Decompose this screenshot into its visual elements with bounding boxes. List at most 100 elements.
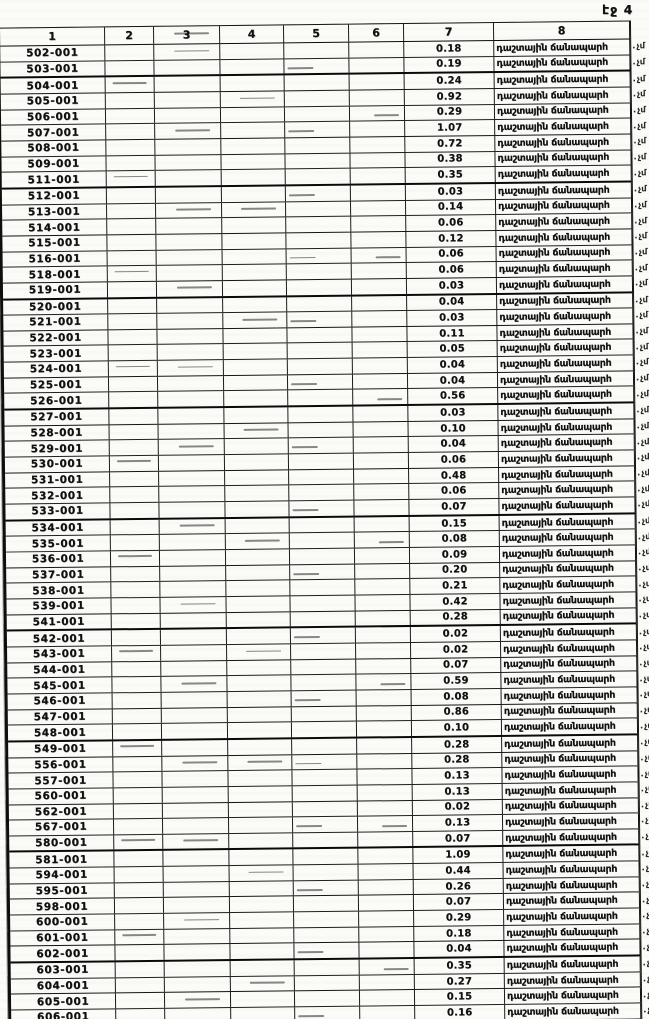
empty-cell-2 <box>108 313 158 330</box>
area-value-cell: 0.03 <box>406 277 498 294</box>
empty-cell-6 <box>351 278 408 295</box>
empty-cell-5 <box>287 358 353 375</box>
land-type-text: դաշտային ճանապարհ <box>502 610 615 623</box>
empty-cell-5 <box>286 263 352 280</box>
empty-cell-2 <box>113 803 163 819</box>
area-value-cell: 0.13 <box>412 783 503 800</box>
parcel-code-cell: 527-001 <box>4 409 110 426</box>
overflow-text: չմ <box>638 595 649 605</box>
empty-cell-6 <box>350 136 406 153</box>
overflow-text: չմ <box>638 548 649 558</box>
empty-cell-5 <box>284 42 350 59</box>
empty-cell-2 <box>115 945 165 961</box>
empty-cell-5 <box>292 754 358 770</box>
empty-cell-5 <box>285 153 351 169</box>
empty-cell-3 <box>155 186 222 203</box>
empty-cell-3 <box>164 913 231 929</box>
empty-cell-2 <box>107 234 157 250</box>
land-type-cell: դաշտային ճանապարհ չմ <box>498 419 649 436</box>
parcel-code-cell: 549-001 <box>8 741 114 758</box>
empty-cell-5 <box>285 168 351 185</box>
empty-cell-5 <box>288 422 354 438</box>
area-value-cell: 0.13 <box>412 815 504 831</box>
empty-cell-4 <box>226 596 291 612</box>
parcel-code-cell: 600-001 <box>10 914 116 931</box>
empty-cell-2 <box>110 502 160 519</box>
empty-cell-6 <box>351 216 407 232</box>
page-number-label: էջ 4 <box>602 2 634 17</box>
land-type-cell: դաշտային ճանապարհ չմ <box>503 892 649 910</box>
empty-cell-2 <box>108 376 159 392</box>
land-type-cell: դաշտային ճանապարհ չմ <box>501 671 649 688</box>
empty-cell-3 <box>157 328 224 345</box>
empty-cell-6 <box>352 358 408 374</box>
overflow-text: չմ <box>636 342 649 352</box>
empty-cell-4 <box>231 1007 296 1019</box>
empty-cell-6 <box>349 89 405 106</box>
empty-cell-4 <box>224 438 289 455</box>
land-type-cell: դաշտային ճանապարհ չմ <box>495 118 646 135</box>
parcel-code-cell: 537-001 <box>6 567 112 583</box>
empty-cell-6 <box>355 610 411 626</box>
overflow-text: չմ <box>634 231 648 241</box>
area-value-cell: 0.14 <box>405 199 497 216</box>
empty-cell-5 <box>284 58 350 74</box>
land-type-text: դաշտային ճանապարհ <box>502 626 615 640</box>
empty-cell-5 <box>292 785 358 801</box>
empty-cell-4 <box>223 359 288 375</box>
parcel-code-cell: 525-001 <box>3 377 110 394</box>
empty-cell-6 <box>359 959 415 975</box>
area-value-cell: 0.06 <box>406 215 497 231</box>
overflow-text: չմ <box>640 689 649 699</box>
parcel-code-cell: 541-001 <box>6 613 112 630</box>
parcel-code-cell: 536-001 <box>5 551 112 568</box>
land-type-text: դաշտային ճանապարհ <box>497 200 610 213</box>
empty-cell-6 <box>356 674 412 690</box>
parcel-code-cell: 516-001 <box>2 250 108 267</box>
empty-cell-5 <box>284 106 351 122</box>
parcel-code-cell: 603-001 <box>10 962 116 979</box>
overflow-text: չմ <box>638 579 649 589</box>
area-value-cell: 0.26 <box>413 878 504 895</box>
overflow-text: չմ <box>638 516 649 526</box>
parcel-code-cell: 543-001 <box>7 646 113 663</box>
parcel-code-cell: 545-001 <box>7 677 113 694</box>
empty-cell-4 <box>222 217 287 233</box>
land-type-cell: դաշտային ճանապարհ չմ <box>504 908 649 925</box>
empty-cell-6 <box>350 152 406 168</box>
empty-cell-4 <box>225 470 290 486</box>
column-header-8: 8 <box>493 21 631 40</box>
empty-cell-5 <box>288 438 354 454</box>
empty-cell-4 <box>225 518 290 534</box>
empty-cell-3 <box>158 423 225 440</box>
area-value-cell: 0.04 <box>407 294 498 311</box>
overflow-text: չմ <box>636 389 649 399</box>
empty-cell-3 <box>157 313 224 329</box>
empty-cell-6 <box>356 642 412 659</box>
empty-cell-6 <box>357 737 413 754</box>
parcel-code-cell: 542-001 <box>6 630 113 647</box>
empty-cell-5 <box>291 659 357 675</box>
overflow-text: չմ <box>632 57 646 67</box>
land-type-text: դաշտային ճանապարհ <box>499 373 612 386</box>
land-type-text: դաշտային ճանապարհ <box>497 184 610 197</box>
empty-cell-3 <box>160 612 227 629</box>
parcel-code-cell: 502-001 <box>0 45 106 62</box>
empty-cell-5 <box>293 832 359 848</box>
land-type-cell: դաշտային ճանապարհ չմ <box>500 561 649 578</box>
empty-cell-5 <box>291 706 357 722</box>
empty-cell-5 <box>293 880 359 896</box>
empty-cell-3 <box>161 691 228 708</box>
overflow-text: չմ <box>635 326 649 336</box>
land-type-text: դաշտային ճանապարհ <box>500 452 613 465</box>
empty-cell-2 <box>105 60 155 76</box>
overflow-text: չմ <box>642 879 649 889</box>
empty-cell-6 <box>350 121 406 137</box>
parcel-code-cell: 512-001 <box>1 188 107 205</box>
area-value-cell: 0.07 <box>413 830 504 847</box>
empty-cell-5 <box>287 296 353 312</box>
empty-cell-3 <box>162 818 230 834</box>
land-type-text: դաշտային ճանապարհ <box>504 737 616 750</box>
land-type-cell: դաշտային ճանապարհ չմ <box>500 624 649 641</box>
land-type-cell: դաշտային ճանապարհ չմ <box>496 244 647 262</box>
